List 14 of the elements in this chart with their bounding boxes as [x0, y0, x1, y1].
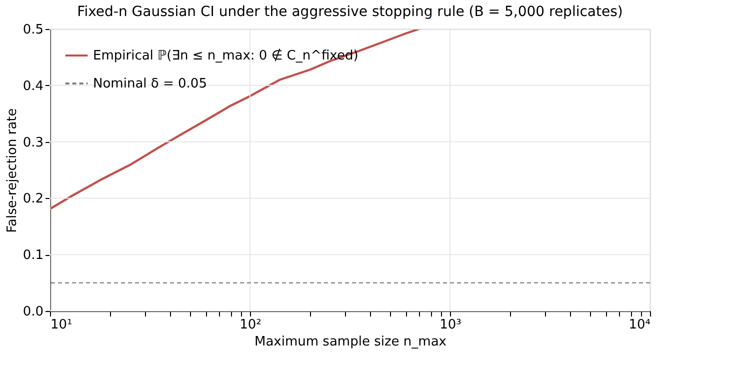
y-tick-label: 0.4 [22, 78, 44, 94]
chart-title: Fixed-n Gaussian CI under the aggressive stopping rule (B = 5,000 replicates) [77, 4, 623, 20]
y-tick-label: 0.5 [22, 22, 44, 38]
x-tick-label: 10⁴ [628, 318, 650, 332]
x-tick-label: 10³ [440, 318, 462, 332]
x-tick-label: 10¹ [50, 318, 72, 332]
y-tick-label: 0.3 [22, 135, 44, 150]
x-axis-title: Maximum sample size n_max [254, 334, 447, 350]
y-tick-label: 0.2 [22, 192, 44, 207]
y-tick-label: 0.1 [22, 248, 44, 264]
x-tick-label: 10² [240, 318, 262, 332]
legend-label: Nominal δ = 0.05 [93, 76, 207, 92]
y-tick-label: 0.0 [22, 304, 44, 320]
y-axis-title: False-rejection rate [4, 108, 20, 233]
